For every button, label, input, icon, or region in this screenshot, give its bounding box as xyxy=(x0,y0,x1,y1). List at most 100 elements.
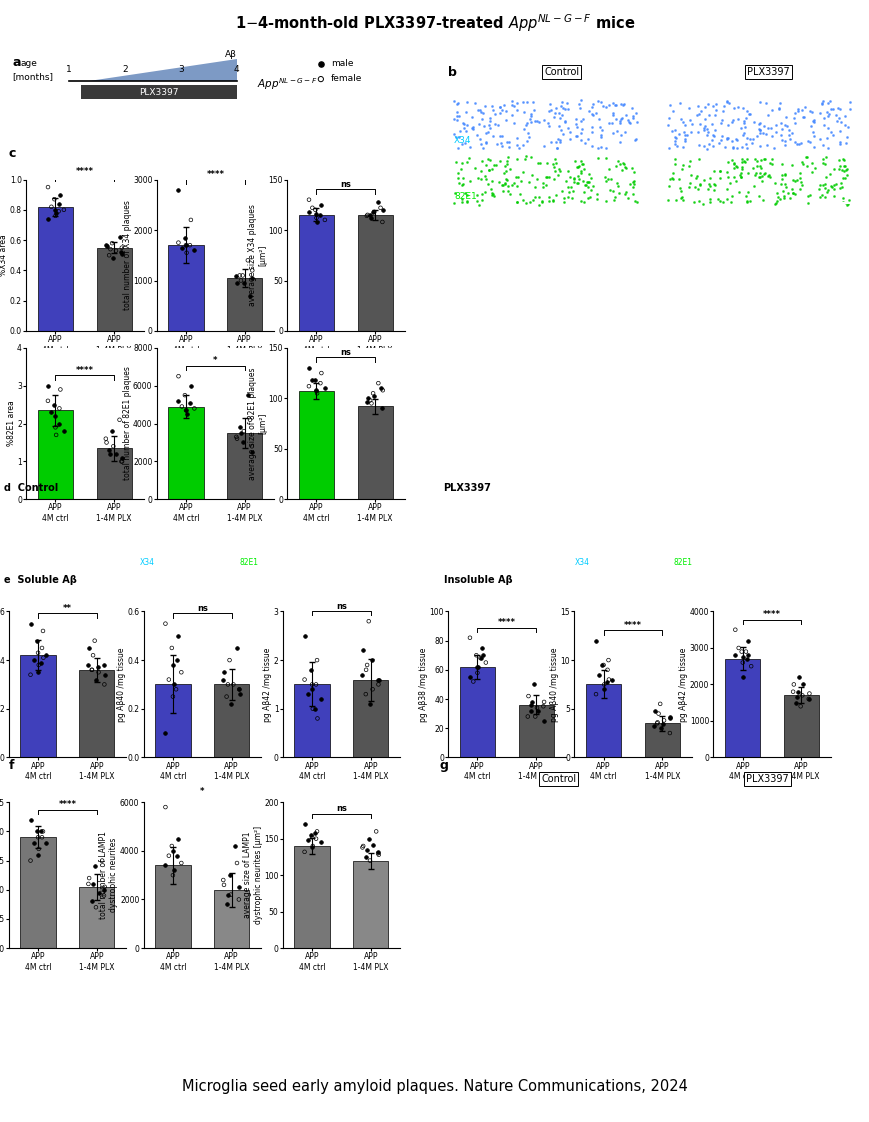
Point xyxy=(375,381,389,399)
Text: ****: **** xyxy=(206,169,224,178)
Point xyxy=(245,438,259,456)
Point xyxy=(49,407,63,425)
Text: ns: ns xyxy=(340,180,351,188)
Point xyxy=(734,643,748,661)
Point xyxy=(51,414,65,432)
Point xyxy=(355,837,369,855)
Point xyxy=(304,661,318,679)
Point xyxy=(375,399,389,417)
Y-axis label: %82E1 area: %82E1 area xyxy=(7,401,16,447)
Point xyxy=(530,701,544,719)
Text: ns: ns xyxy=(196,604,208,613)
Point xyxy=(226,675,240,693)
Point xyxy=(86,875,100,893)
Text: PLX3397: PLX3397 xyxy=(139,88,178,98)
Y-axis label: pg Aβ40 /mg tissue: pg Aβ40 /mg tissue xyxy=(116,647,126,721)
Bar xyxy=(353,680,388,757)
Point xyxy=(371,374,385,392)
Point xyxy=(97,886,111,904)
Text: Control: Control xyxy=(541,774,575,783)
Point xyxy=(232,891,246,909)
Text: male: male xyxy=(330,58,353,67)
Point xyxy=(229,427,243,445)
Point xyxy=(470,657,484,675)
Point xyxy=(655,716,669,734)
Point xyxy=(360,840,374,858)
Point xyxy=(700,94,714,112)
Point xyxy=(34,653,48,671)
Point xyxy=(178,386,192,404)
Point xyxy=(309,209,323,227)
Text: f: f xyxy=(9,758,14,772)
Point xyxy=(165,640,179,657)
Point xyxy=(102,441,116,459)
Text: 82E1: 82E1 xyxy=(454,193,476,202)
Point xyxy=(179,237,193,255)
Point xyxy=(179,237,193,255)
Text: ****: **** xyxy=(623,620,641,631)
Text: 82E1: 82E1 xyxy=(673,558,692,567)
Point xyxy=(375,213,389,231)
Point xyxy=(166,688,180,706)
Point xyxy=(99,237,113,255)
Point xyxy=(228,837,242,855)
Point xyxy=(187,399,201,417)
Text: X34: X34 xyxy=(140,558,155,567)
Point xyxy=(301,686,315,703)
Point xyxy=(115,243,129,261)
Text: Control: Control xyxy=(544,67,579,77)
Y-axis label: total number of 82E1 plaques: total number of 82E1 plaques xyxy=(123,367,131,480)
Point xyxy=(158,724,172,742)
Point xyxy=(36,822,50,840)
Point xyxy=(371,675,385,693)
Text: 2: 2 xyxy=(122,65,128,74)
Point xyxy=(175,239,189,257)
Point xyxy=(52,399,66,417)
Point xyxy=(241,251,255,269)
Point xyxy=(362,392,376,410)
Point xyxy=(706,44,720,62)
Text: Microglia seed early amyloid plaques. Nature Communications, 2024: Microglia seed early amyloid plaques. Na… xyxy=(182,1079,687,1094)
Point xyxy=(727,646,741,664)
Point xyxy=(174,663,188,681)
Text: 4: 4 xyxy=(234,65,239,74)
Point xyxy=(314,55,328,73)
Point xyxy=(171,181,185,199)
Point xyxy=(109,241,123,259)
Point xyxy=(23,852,37,870)
Point xyxy=(355,642,369,660)
Point xyxy=(801,684,815,702)
Point xyxy=(788,693,802,711)
Point xyxy=(475,646,489,664)
Point xyxy=(373,199,387,217)
Point xyxy=(221,885,235,903)
Point xyxy=(306,837,320,855)
Point xyxy=(371,844,385,862)
Text: ns: ns xyxy=(335,804,347,813)
Point xyxy=(171,392,185,410)
Point xyxy=(360,389,374,407)
Point xyxy=(166,842,180,859)
Text: PLX3397: PLX3397 xyxy=(443,484,491,493)
Point xyxy=(109,444,123,462)
Point xyxy=(474,650,488,668)
Polygon shape xyxy=(89,58,236,81)
Point xyxy=(232,680,246,698)
Point xyxy=(170,627,184,645)
Point xyxy=(95,852,109,870)
Point xyxy=(753,59,766,77)
Point xyxy=(317,379,331,397)
Point xyxy=(302,191,315,209)
Point xyxy=(31,644,45,662)
Point xyxy=(51,202,65,220)
Point xyxy=(375,201,389,219)
Bar xyxy=(295,846,329,948)
Text: ****: **** xyxy=(762,610,780,619)
Point xyxy=(653,695,667,712)
Point xyxy=(97,881,111,899)
Point xyxy=(633,134,647,151)
Y-axis label: pg Aβ42 /mg tissue: pg Aβ42 /mg tissue xyxy=(263,647,272,721)
Point xyxy=(234,424,248,442)
Bar xyxy=(79,886,115,948)
Point xyxy=(35,828,49,846)
